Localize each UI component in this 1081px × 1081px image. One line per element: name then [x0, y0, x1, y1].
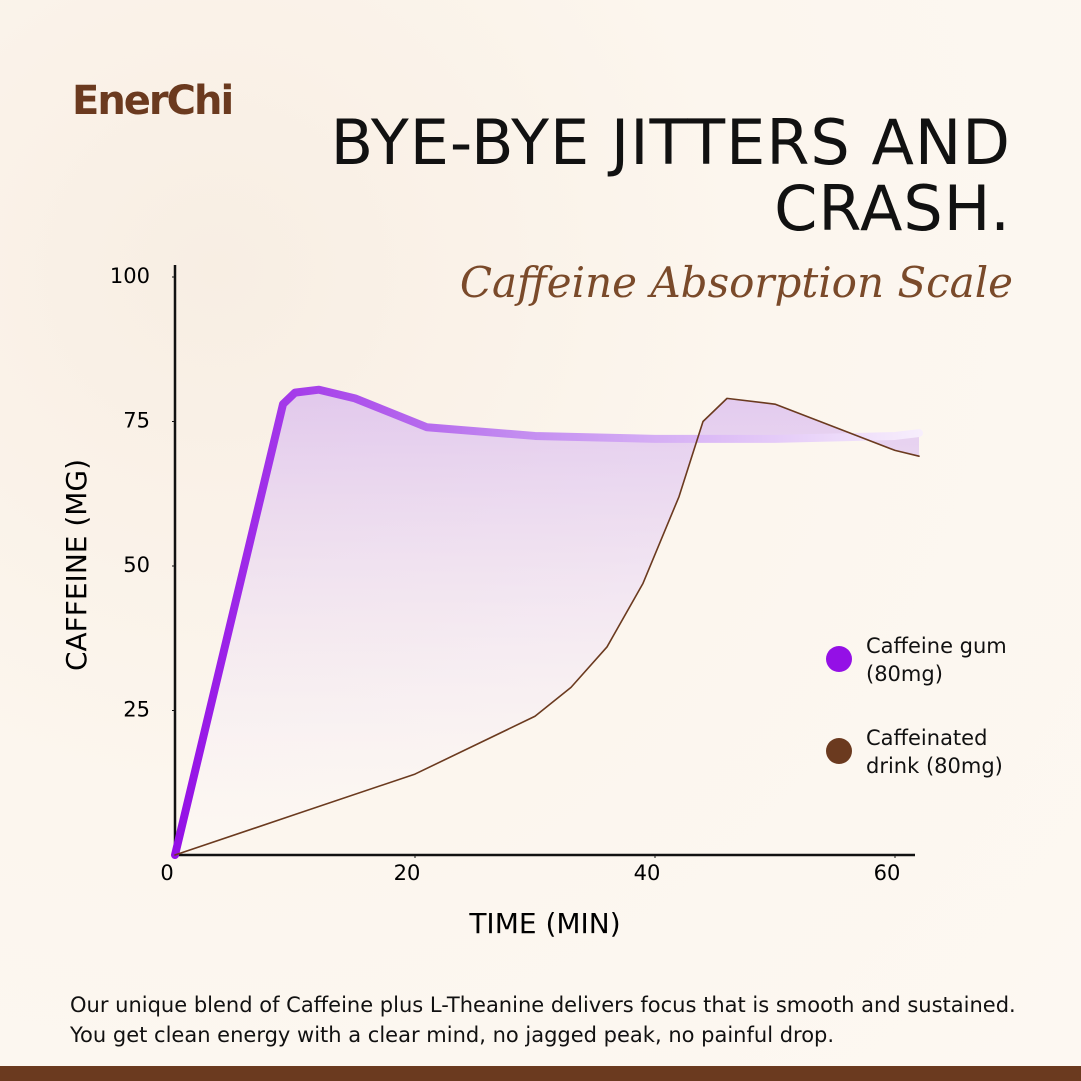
x-tick-label: 40 [634, 861, 661, 885]
series-line [171, 385, 923, 859]
x-axis-title: TIME (MIN) [468, 907, 620, 940]
x-tick-label: 0 [160, 861, 173, 885]
series-line [174, 397, 920, 856]
legend: Caffeine gum (80mg) Caffeinated drink (80… [826, 632, 1041, 780]
legend-item: Caffeinated drink (80mg) [826, 724, 1041, 780]
bottom-bar [0, 1066, 1081, 1081]
chart: 25 50 75 100 0 20 40 60 TIME (MIN) CAFFEINE (MG) [60, 264, 923, 940]
footer-text: Our unique blend of Caffeine plus L-Thea… [70, 993, 1016, 1047]
title: BYE-BYE JITTERS AND CRASH. [330, 106, 1011, 245]
legend-label: Caffeinated drink (80mg) [866, 726, 1003, 778]
y-tick-label: 50 [123, 553, 150, 577]
y-tick-label: 100 [110, 264, 150, 288]
legend-item: Caffeine gum (80mg) [826, 632, 1041, 688]
y-tick-label: 75 [123, 409, 150, 433]
x-tick-label: 60 [874, 861, 901, 885]
legend-swatch [826, 738, 852, 764]
area-between [175, 389, 919, 855]
subtitle: Caffeine Absorption Scale [459, 258, 1013, 307]
brand-logo: EnerChi [72, 78, 234, 124]
x-tick-label: 20 [394, 861, 421, 885]
legend-label: Caffeine gum (80mg) [866, 634, 1007, 686]
y-tick-label: 25 [123, 698, 150, 722]
legend-swatch [826, 646, 852, 672]
y-axis-title: CAFFEINE (MG) [60, 459, 93, 671]
